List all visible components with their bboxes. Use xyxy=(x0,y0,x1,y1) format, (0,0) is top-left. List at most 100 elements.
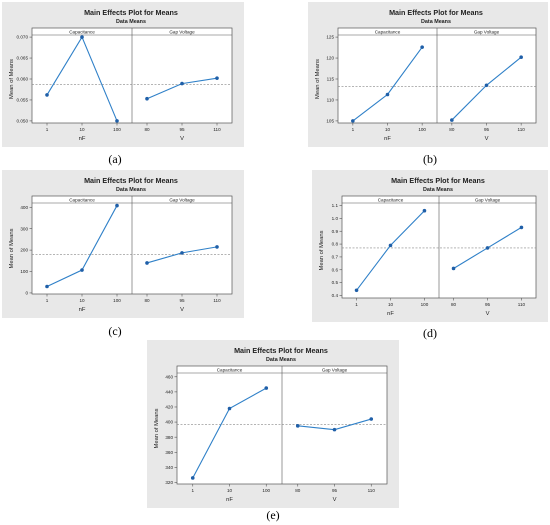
data-point xyxy=(295,424,300,428)
y-tick-label: 125 xyxy=(326,35,334,40)
x-axis-label: nF xyxy=(226,497,233,503)
x-tick-label: 80 xyxy=(449,127,455,132)
y-tick-label: 400 xyxy=(165,420,173,425)
factor-header: Gap Voltage xyxy=(474,29,500,34)
data-point xyxy=(420,45,424,49)
x-tick-label: 10 xyxy=(388,302,394,307)
y-tick-label: 1.0 xyxy=(332,216,339,221)
y-tick-label: 0.9 xyxy=(332,229,339,234)
y-tick-label: 120 xyxy=(326,56,334,61)
data-point xyxy=(451,266,456,271)
y-tick-label: 0.4 xyxy=(332,293,339,298)
y-tick-label: 1.1 xyxy=(332,203,339,208)
data-point xyxy=(145,261,149,265)
data-point xyxy=(180,81,184,86)
panel-caption: (e) xyxy=(266,508,280,522)
x-tick-label: 95 xyxy=(179,127,185,132)
x-tick-label: 95 xyxy=(484,127,490,132)
chart-panel-b: Main Effects Plot for Means Data Means 105… xyxy=(308,2,548,147)
y-tick-label: 0.6 xyxy=(332,267,339,272)
chart-panel-e: Main Effects Plot for Means Data Means 320… xyxy=(147,340,399,508)
y-tick-label: 100 xyxy=(20,269,28,274)
data-point xyxy=(351,119,355,123)
y-axis-label: Mean of Means xyxy=(9,59,15,99)
y-tick-label: 420 xyxy=(165,405,173,410)
x-axis-label: V xyxy=(333,497,337,503)
factor-header: Gap Voltage xyxy=(322,367,348,372)
data-point xyxy=(519,55,523,60)
data-point xyxy=(354,288,359,293)
y-tick-label: 360 xyxy=(165,450,173,455)
chart-subtitle: Data Means xyxy=(421,19,451,25)
data-point xyxy=(519,225,524,230)
x-axis-label: V xyxy=(485,136,489,142)
x-tick-label: 1 xyxy=(355,302,358,307)
factor-header: Gap Voltage xyxy=(169,29,195,34)
y-tick-label: 300 xyxy=(20,226,28,231)
x-axis-label: V xyxy=(180,307,184,313)
chart-panel-d: Main Effects Plot for Means Data Means 0.4… xyxy=(312,170,548,322)
y-axis-label: Mean of Means xyxy=(154,408,160,448)
factor-header: Capacitance xyxy=(375,29,401,34)
data-point xyxy=(369,417,374,421)
y-axis-label: Mean of Means xyxy=(319,230,325,270)
chart-title: Main Effects Plot for Means xyxy=(234,346,328,355)
chart-subtitle: Data Means xyxy=(116,187,146,193)
x-tick-label: 110 xyxy=(518,302,526,307)
x-tick-label: 110 xyxy=(517,127,525,132)
x-tick-label: 110 xyxy=(368,488,376,493)
y-tick-label: 105 xyxy=(326,119,334,124)
y-tick-label: 460 xyxy=(165,374,173,379)
factor-header: Capacitance xyxy=(69,29,95,34)
chart-subtitle: Data Means xyxy=(266,357,296,363)
x-tick-label: 10 xyxy=(79,127,85,132)
x-tick-label: 95 xyxy=(179,298,185,303)
data-point xyxy=(485,246,490,250)
y-tick-label: 110 xyxy=(327,98,335,103)
panel-caption: (b) xyxy=(423,152,437,166)
y-tick-label: 380 xyxy=(165,435,173,440)
x-tick-label: 95 xyxy=(332,488,338,493)
x-tick-label: 80 xyxy=(144,127,150,132)
x-tick-label: 80 xyxy=(451,302,457,307)
x-tick-label: 110 xyxy=(213,127,221,132)
data-point xyxy=(484,83,489,88)
data-point xyxy=(145,96,149,101)
x-tick-label: 1 xyxy=(352,127,355,132)
chart-title: Main Effects Plot for Means xyxy=(84,176,178,185)
y-tick-label: 0.065 xyxy=(17,56,29,61)
chart-subtitle: Data Means xyxy=(116,19,146,25)
y-tick-label: 340 xyxy=(165,465,173,470)
x-tick-label: 80 xyxy=(295,488,301,493)
x-tick-label: 100 xyxy=(113,127,121,132)
chart-title: Main Effects Plot for Means xyxy=(84,8,178,17)
x-tick-label: 1 xyxy=(191,488,194,493)
factor-header: Capacitance xyxy=(69,197,95,202)
x-tick-label: 10 xyxy=(385,127,391,132)
x-axis-label: nF xyxy=(79,307,86,313)
y-tick-label: 0.055 xyxy=(17,98,29,103)
data-point xyxy=(227,406,232,411)
data-point xyxy=(115,203,119,208)
y-tick-label: 0.5 xyxy=(332,280,339,285)
data-point xyxy=(215,245,219,249)
chart-title: Main Effects Plot for Means xyxy=(391,176,485,185)
y-tick-label: 440 xyxy=(165,389,173,394)
y-tick-label: 0.060 xyxy=(17,77,29,82)
data-point xyxy=(45,93,49,97)
chart-svg: Main Effects Plot for Means Data Means 0.0… xyxy=(2,2,244,147)
y-axis-label: Mean of Means xyxy=(9,228,15,268)
factor-header: Capacitance xyxy=(217,367,243,372)
chart-svg: Main Effects Plot for Means Data Means 320… xyxy=(147,340,399,508)
chart-svg: Main Effects Plot for Means Data Means 0.4… xyxy=(312,170,548,322)
factor-header: Gap Voltage xyxy=(475,197,501,202)
x-tick-label: 1 xyxy=(46,127,49,132)
factor-header: Capacitance xyxy=(378,197,404,202)
data-point xyxy=(388,243,393,248)
x-tick-label: 100 xyxy=(113,298,121,303)
data-point xyxy=(80,35,84,39)
x-axis-label: V xyxy=(486,311,490,317)
y-tick-label: 320 xyxy=(165,480,173,485)
panel-caption: (c) xyxy=(108,324,122,338)
x-axis-label: nF xyxy=(79,136,86,142)
